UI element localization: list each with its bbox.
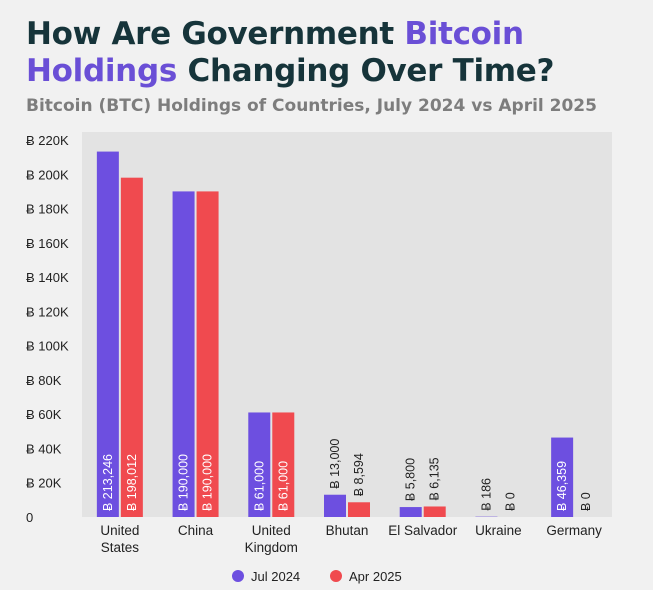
bar-jul-2024 [551, 437, 574, 517]
data-label: Ƀ 8,594 [352, 453, 366, 496]
x-category-label: China [178, 523, 214, 538]
x-category-label: El Salvador [388, 523, 458, 538]
data-label: Ƀ 0 [579, 492, 593, 511]
bar-apr-2025 [196, 191, 219, 517]
y-tick-label: Ƀ 60K [26, 407, 62, 422]
bar-jul-2024 [399, 507, 422, 517]
y-tick-label: Ƀ 180K [26, 202, 69, 217]
legend-swatch [330, 570, 342, 582]
title-accent-holdings: Holdings [26, 53, 177, 89]
data-label: Ƀ 61,000 [252, 461, 266, 511]
x-category-label: United Kingdom [245, 523, 298, 555]
x-category-label: Germany [546, 523, 602, 538]
title-part1: How Are Government [26, 16, 405, 52]
legend-swatch [232, 570, 244, 582]
bar-jul-2024 [248, 412, 271, 517]
bar-apr-2025 [120, 177, 143, 517]
bar-apr-2025 [348, 502, 370, 517]
data-label: Ƀ 6,135 [428, 457, 442, 500]
y-tick-label: Ƀ 140K [26, 270, 69, 285]
data-label: Ƀ 13,000 [328, 439, 342, 489]
y-tick-label: 0 [26, 510, 33, 525]
y-tick-label: Ƀ 120K [26, 304, 69, 319]
y-tick-label: Ƀ 160K [26, 236, 69, 251]
x-category-label: Bhutan [326, 523, 369, 538]
chart-subtitle: Bitcoin (BTC) Holdings of Countries, Jul… [26, 96, 597, 116]
bar-apr-2025 [272, 412, 295, 517]
x-category-label: United States [100, 523, 139, 555]
bar-jul-2024 [96, 151, 119, 517]
y-tick-label: Ƀ 80K [26, 373, 62, 388]
data-label: Ƀ 198,012 [125, 454, 139, 511]
plot-area [82, 132, 612, 517]
data-label: Ƀ 5,800 [404, 458, 418, 501]
bar-apr-2025 [423, 506, 446, 517]
data-label: Ƀ 190,000 [201, 454, 215, 511]
title-part2: Changing Over Time? [177, 53, 555, 89]
data-label: Ƀ 61,000 [276, 461, 290, 511]
y-tick-label: Ƀ 200K [26, 167, 69, 182]
legend-label: Apr 2025 [349, 569, 402, 584]
data-label: Ƀ 46,359 [555, 461, 569, 511]
y-tick-label: Ƀ 20K [26, 476, 62, 491]
chart-title: How Are Government Bitcoin Holdings Chang… [26, 16, 636, 90]
data-label: Ƀ 213,246 [101, 454, 115, 511]
x-category-label: Ukraine [475, 523, 522, 538]
data-label: Ƀ 186 [479, 478, 493, 511]
y-tick-label: Ƀ 40K [26, 441, 62, 456]
legend-label: Jul 2024 [251, 569, 300, 584]
y-tick-label: Ƀ 100K [26, 339, 69, 354]
data-label: Ƀ 190,000 [177, 454, 191, 511]
bar-jul-2024 [172, 191, 195, 517]
bar-jul-2024 [324, 494, 346, 517]
y-tick-label: Ƀ 220K [26, 133, 69, 148]
title-accent-bitcoin: Bitcoin [404, 16, 524, 52]
data-label: Ƀ 0 [503, 492, 517, 511]
